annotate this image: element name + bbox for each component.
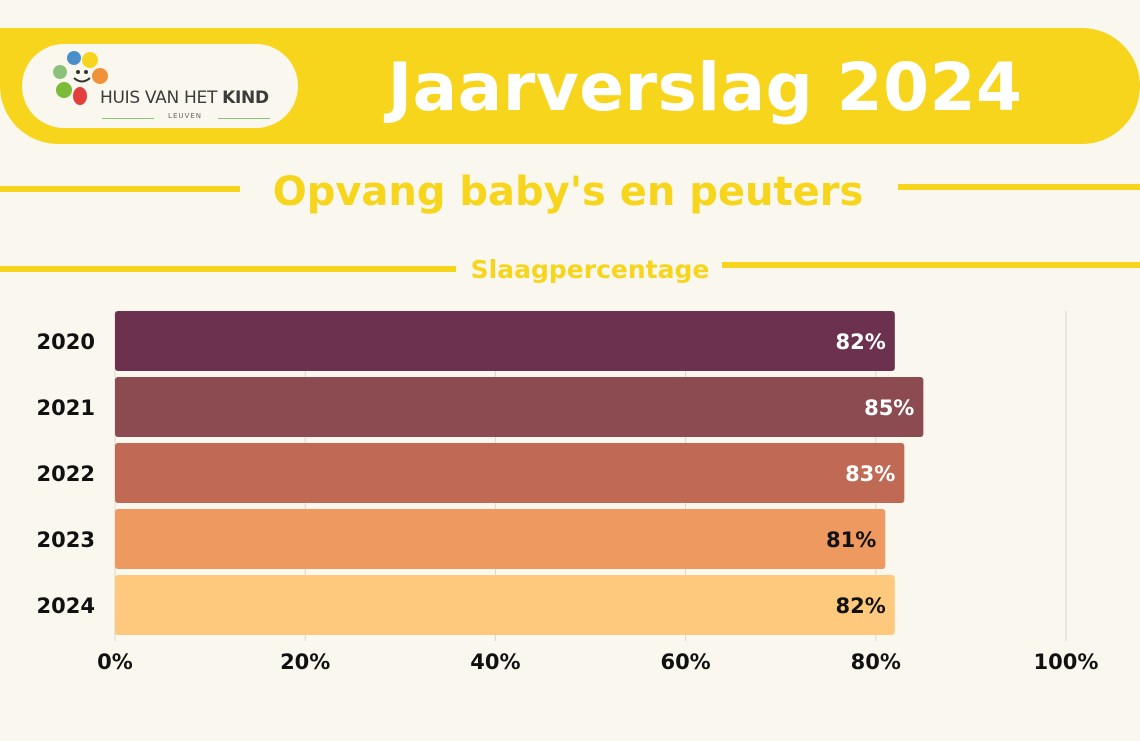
page-title: Jaarverslag 2024 (387, 49, 1023, 126)
x-tick-label-4: 80% (851, 650, 901, 674)
x-tick-label-5: 100% (1034, 650, 1099, 674)
bar-2020 (115, 311, 895, 371)
category-label-2021: 2021 (37, 396, 95, 420)
data-label-2023: 81% (826, 528, 876, 552)
divider-left (0, 186, 240, 192)
chart-divider-left (0, 266, 456, 272)
bar-2022 (115, 443, 905, 503)
logo-subtitle: LEUVEN (168, 112, 202, 120)
x-tick-label-2: 40% (470, 650, 520, 674)
flower-smiley-icon (53, 51, 108, 105)
logo-divider-left (102, 118, 154, 119)
logo-divider-right (218, 118, 270, 119)
data-label-2020: 82% (836, 330, 886, 354)
bar-2024 (115, 575, 895, 635)
data-label-2024: 82% (836, 594, 886, 618)
x-tick-label-3: 60% (660, 650, 710, 674)
category-label-2023: 2023 (37, 528, 95, 552)
category-label-2022: 2022 (37, 462, 95, 486)
section-title: Opvang baby's en peuters (272, 169, 864, 215)
logo-wordmark: HUIS VAN HET KIND (100, 88, 269, 108)
bar-chart: 2020 82% 2021 85% 2022 83% 2023 81% 2024 82% 0% 20%… (37, 311, 1099, 674)
x-tick-label-1: 20% (280, 650, 330, 674)
category-label-2024: 2024 (37, 594, 95, 618)
chart-divider-right (722, 262, 1140, 268)
data-label-2022: 83% (845, 462, 895, 486)
chart-title: Slaagpercentage (470, 255, 710, 284)
x-tick-label-0: 0% (97, 650, 133, 674)
bar-2021 (115, 377, 924, 437)
data-label-2021: 85% (864, 396, 914, 420)
divider-right (898, 184, 1140, 190)
bar-2023 (115, 509, 886, 569)
category-label-2020: 2020 (37, 330, 95, 354)
